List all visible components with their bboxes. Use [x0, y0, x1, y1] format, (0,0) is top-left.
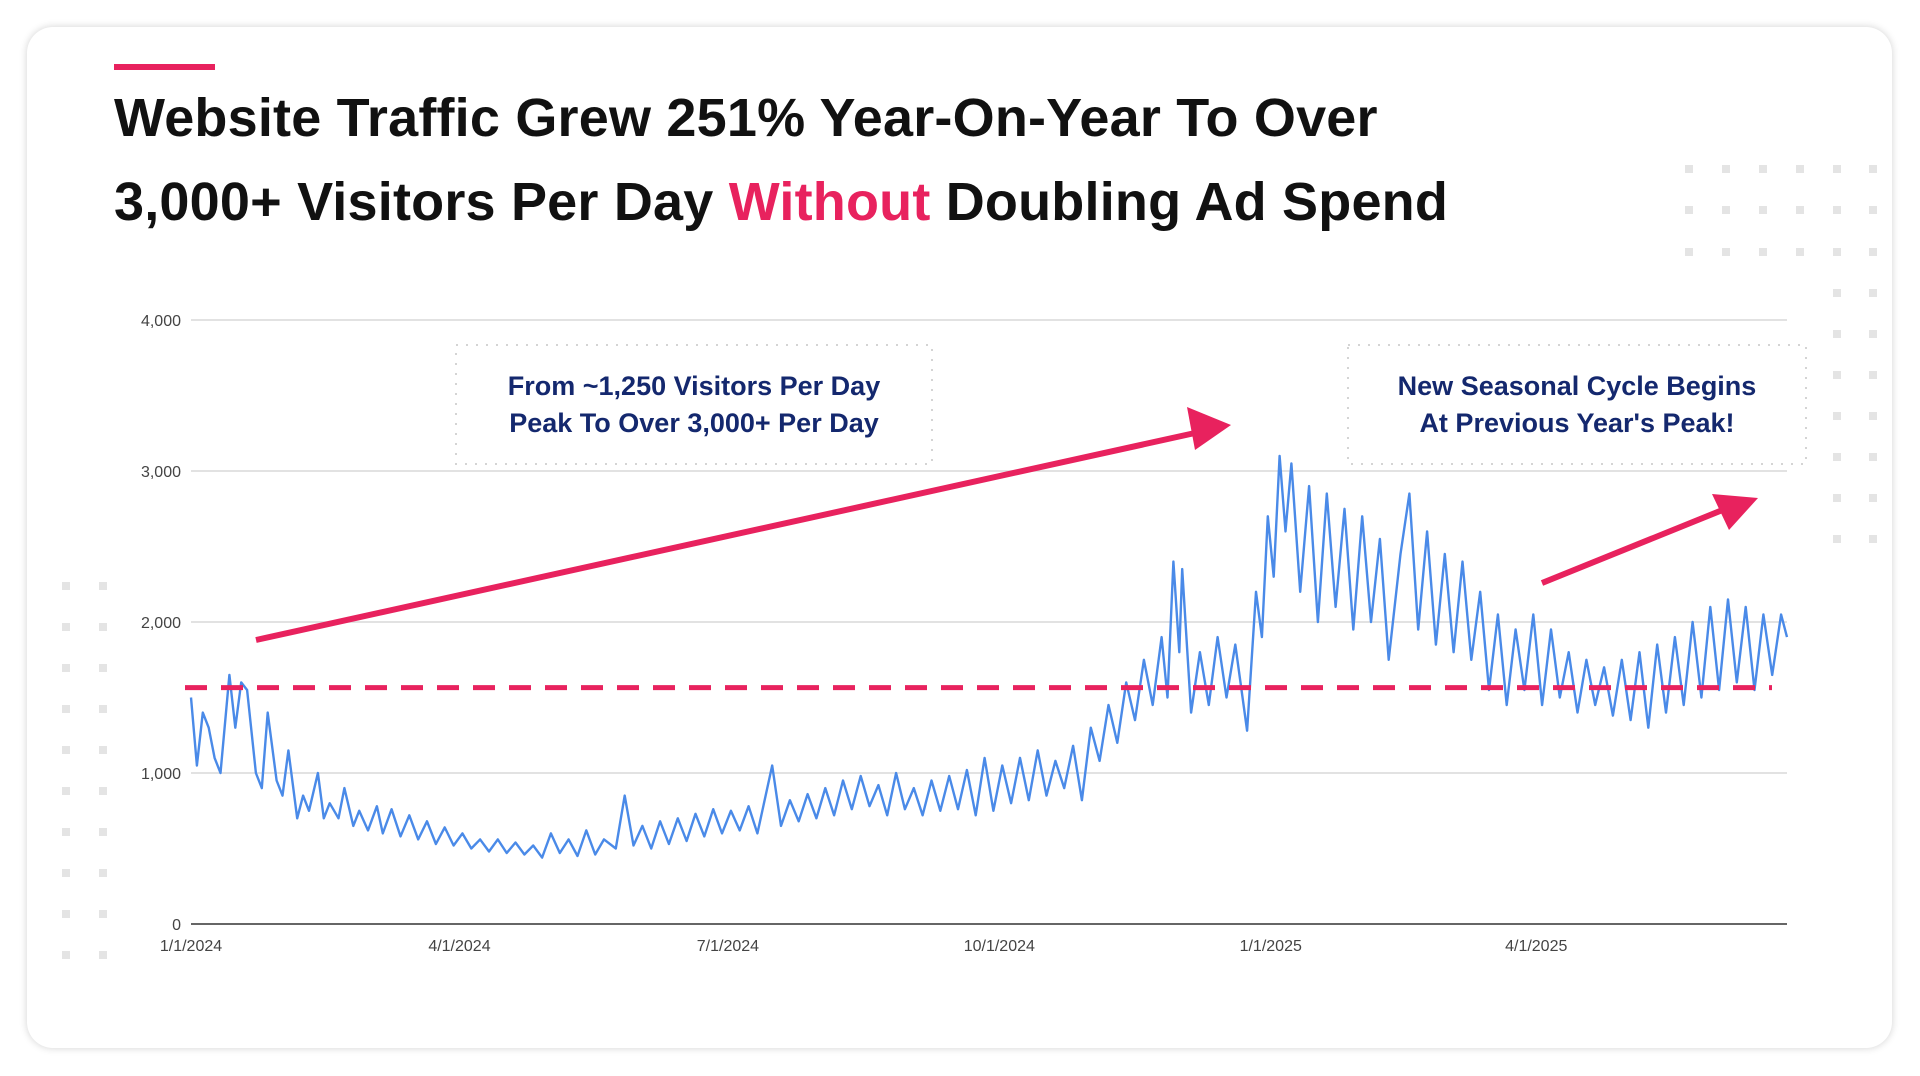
- decorative-dot: [1869, 330, 1877, 338]
- title-line-2-start: 3,000+ Visitors Per Day: [114, 172, 729, 232]
- decorative-dot: [1869, 165, 1877, 173]
- y-axis-ticks: 0 1,000 2,000 3,000 4,000: [141, 313, 181, 934]
- trend-arrow-1: [255, 407, 1231, 643]
- title-accent-bar: [114, 64, 215, 70]
- decorative-dot: [1833, 165, 1841, 173]
- y-tick-label: 2,000: [141, 615, 181, 632]
- decorative-dot: [1869, 206, 1877, 214]
- decorative-dot: [1833, 248, 1841, 256]
- decorative-dot: [1685, 165, 1693, 173]
- y-tick-label: 4,000: [141, 313, 181, 330]
- decorative-dot: [1869, 453, 1877, 461]
- annotation-box-2-border: [1347, 344, 1807, 465]
- decorative-dot: [62, 746, 70, 754]
- x-tick-label: 10/1/2024: [964, 938, 1035, 955]
- decorative-dot: [99, 869, 107, 877]
- trend-arrow-1-shaft: [255, 430, 1196, 643]
- decorative-dot: [62, 951, 70, 959]
- decorative-dot: [62, 664, 70, 672]
- decorative-dot: [1796, 248, 1804, 256]
- decorative-dot: [99, 951, 107, 959]
- annotation-box-1: From ~1,250 Visitors Per Day Peak To Ove…: [455, 344, 933, 465]
- decorative-dot: [1833, 412, 1841, 420]
- decorative-dot: [1833, 289, 1841, 297]
- decorative-dot: [1722, 248, 1730, 256]
- decorative-dot: [1833, 371, 1841, 379]
- grid-lines: [191, 319, 1787, 774]
- x-tick-label: 1/1/2025: [1240, 938, 1302, 955]
- decorative-dot: [1796, 165, 1804, 173]
- decorative-dot: [1869, 248, 1877, 256]
- decorative-dot: [1722, 206, 1730, 214]
- decorative-dot: [1759, 165, 1767, 173]
- decorative-dot: [1869, 371, 1877, 379]
- decorative-dot: [62, 582, 70, 590]
- decorative-dot: [62, 623, 70, 631]
- decorative-dots: [62, 165, 1877, 959]
- title-line-2-end: Doubling Ad Spend: [930, 172, 1449, 232]
- decorative-dot: [1869, 412, 1877, 420]
- arrow-head-icon: [1712, 494, 1758, 530]
- x-tick-label: 7/1/2024: [697, 938, 759, 955]
- trend-arrow-2: [1540, 494, 1758, 586]
- arrow-head-icon: [1187, 407, 1231, 450]
- x-axis-ticks: 1/1/2024 4/1/2024 7/1/2024 10/1/2024 1/1/202…: [160, 938, 1568, 955]
- decorative-dot: [62, 787, 70, 795]
- decorative-dot: [62, 828, 70, 836]
- chart-card: [27, 27, 1892, 1048]
- trend-arrow-2-shaft: [1540, 506, 1727, 586]
- annotation-box-1-border: [455, 344, 933, 465]
- decorative-dot: [1759, 206, 1767, 214]
- decorative-dot: [1869, 494, 1877, 502]
- annotation-1-line-2: Peak To Over 3,000+ Per Day: [509, 408, 878, 438]
- decorative-dot: [1833, 494, 1841, 502]
- decorative-dot: [1685, 248, 1693, 256]
- x-tick-label: 4/1/2025: [1505, 938, 1567, 955]
- annotation-1-line-1: From ~1,250 Visitors Per Day: [508, 371, 880, 401]
- decorative-dot: [62, 869, 70, 877]
- decorative-dot: [1796, 206, 1804, 214]
- decorative-dot: [99, 664, 107, 672]
- decorative-dot: [1833, 206, 1841, 214]
- decorative-dot: [1833, 535, 1841, 543]
- decorative-dot: [1833, 453, 1841, 461]
- title-line-2: 3,000+ Visitors Per Day Without Doubling…: [114, 160, 1734, 244]
- y-tick-label: 3,000: [141, 464, 181, 481]
- decorative-dot: [99, 705, 107, 713]
- y-tick-label: 1,000: [141, 766, 181, 783]
- decorative-dot: [99, 910, 107, 918]
- decorative-dot: [99, 787, 107, 795]
- decorative-dot: [1759, 248, 1767, 256]
- x-tick-label: 4/1/2024: [428, 938, 490, 955]
- decorative-dot: [62, 910, 70, 918]
- x-tick-label: 1/1/2024: [160, 938, 222, 955]
- decorative-dot: [1833, 330, 1841, 338]
- decorative-dot: [99, 828, 107, 836]
- decorative-dot: [1722, 165, 1730, 173]
- decorative-dot: [99, 746, 107, 754]
- title-line-1: Website Traffic Grew 251% Year-On-Year T…: [114, 88, 1378, 148]
- decorative-dot: [1685, 206, 1693, 214]
- decorative-dot: [99, 623, 107, 631]
- title-highlight: Without: [728, 172, 931, 232]
- decorative-dot: [1869, 289, 1877, 297]
- annotation-2-line-2: At Previous Year's Peak!: [1419, 408, 1734, 438]
- decorative-dot: [99, 582, 107, 590]
- y-tick-label: 0: [172, 917, 181, 934]
- annotation-2-line-1: New Seasonal Cycle Begins: [1398, 371, 1757, 401]
- decorative-dot: [62, 705, 70, 713]
- annotation-box-2: New Seasonal Cycle Begins At Previous Ye…: [1347, 344, 1807, 465]
- traffic-series-line: [189, 454, 1789, 859]
- decorative-dot: [1869, 535, 1877, 543]
- page-title: Website Traffic Grew 251% Year-On-Year T…: [114, 76, 1734, 244]
